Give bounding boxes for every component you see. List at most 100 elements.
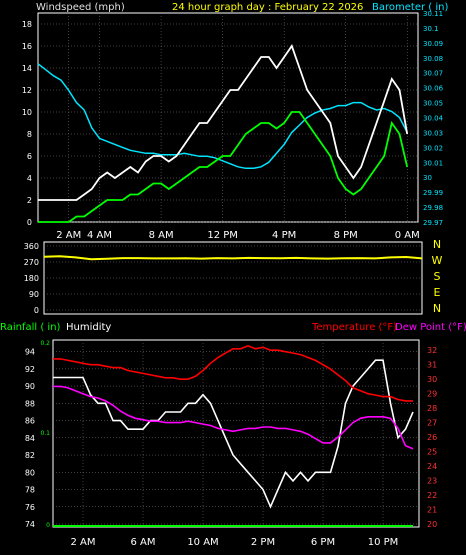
humidity-tick-label: 78 <box>25 486 35 495</box>
dewpoint-line <box>53 385 414 450</box>
barometer-tick-label: 30.09 <box>423 40 443 48</box>
direction-y-axis: 360 270 180 90 0 <box>24 242 39 315</box>
barometer-tick-label: 30.1 <box>423 25 439 33</box>
barometer-tick-label: 30.06 <box>423 85 444 93</box>
compass-label: S <box>434 270 441 283</box>
windspeed-tick-label: 16 <box>22 42 32 51</box>
temp-panel-frame <box>52 339 420 528</box>
humidity-tick-label: 74 <box>25 520 35 529</box>
barometer-tick-label: 29.98 <box>423 204 443 212</box>
compass-label: N <box>433 302 441 315</box>
humidity-line <box>53 359 414 509</box>
barometer-tick-label: 30.05 <box>423 100 443 108</box>
windspeed-tick-label: 4 <box>27 174 32 183</box>
barometer-tick-label: 29.97 <box>423 219 443 227</box>
barometer-y-axis: 29.97 29.98 29.99 30 30.01 30.02 30.03 30.04 30.… <box>423 10 444 227</box>
temperature-tick-label: 20 <box>427 520 437 529</box>
windspeed-tick-label: 18 <box>22 20 32 29</box>
direction-tick-label: 0 <box>34 306 39 315</box>
barometer-axis-label: Barometer ( in) <box>372 2 448 13</box>
humidity-tick-label: 92 <box>25 365 35 374</box>
windspeed-tick-label: 12 <box>22 86 32 95</box>
direction-tick-label: 360 <box>24 242 39 251</box>
humidity-tick-label: 86 <box>25 417 35 426</box>
temp-series <box>53 345 414 527</box>
direction-series <box>43 255 423 261</box>
chart-title: 24 hour graph day : February 22 2026 <box>172 2 363 13</box>
windspeed-tick-label: 6 <box>27 152 32 161</box>
humidity-tick-label: 88 <box>25 399 35 408</box>
direction-tick-label: 270 <box>24 258 39 267</box>
windspeed-tick-label: 14 <box>22 64 32 73</box>
compass-label: N <box>433 238 441 251</box>
temp-x-tick-label: 6 PM <box>311 537 335 548</box>
rain-tick-label: 0.2 <box>40 340 50 347</box>
wind-x-tick-label: 4 AM <box>87 230 112 241</box>
barometer-tick-label: 30.04 <box>423 115 444 123</box>
temperature-tick-label: 30 <box>427 375 437 384</box>
windspeed-tick-label: 2 <box>27 196 32 205</box>
wind-x-tick-label: 8 PM <box>334 230 358 241</box>
windspeed-axis-label: Windspeed (mph) <box>36 2 125 13</box>
barometer-tick-label: 30 <box>423 174 432 182</box>
temperature-tick-label: 26 <box>427 433 437 442</box>
wind-x-tick-label: 8 AM <box>149 230 174 241</box>
humidity-tick-label: 90 <box>25 382 35 391</box>
temperature-line <box>53 345 413 402</box>
compass-label: W <box>432 254 443 267</box>
gust-line <box>38 44 409 201</box>
barometer-tick-label: 30.07 <box>423 70 443 78</box>
humidity-tick-label: 94 <box>25 348 35 357</box>
temp-x-tick-label: 2 AM <box>70 537 95 548</box>
humidity-tick-label: 82 <box>25 451 35 460</box>
temp-x-tick-label: 2 PM <box>251 537 275 548</box>
humidity-tick-label: 76 <box>25 503 35 512</box>
rain-y-axis: 0 0.1 0.2 <box>40 340 50 529</box>
temperature-tick-label: 25 <box>427 448 437 457</box>
compass-label: E <box>434 286 441 299</box>
barometer-tick-label: 30.03 <box>423 129 443 137</box>
temperature-y-axis: 20 21 22 23 24 25 26 27 28 29 30 31 32 <box>427 346 437 529</box>
wind-x-axis: 2 AM 4 AM 8 AM 12 PM 4 PM 8 PM 0 AM <box>56 230 419 241</box>
wind-x-tick-label: 4 PM <box>272 230 296 241</box>
rainfall-axis-label: Rainfall ( in) <box>0 322 61 333</box>
temp-x-tick-label: 10 AM <box>187 537 218 548</box>
temperature-tick-label: 21 <box>427 506 437 515</box>
barometer-line <box>37 63 408 170</box>
humidity-y-axis: 74 76 78 80 82 84 86 88 90 92 94 <box>25 348 35 529</box>
temperature-tick-label: 32 <box>427 346 437 355</box>
rain-tick-label: 0.1 <box>40 430 50 437</box>
temperature-tick-label: 28 <box>427 404 437 413</box>
wind-x-tick-label: 0 AM <box>395 230 420 241</box>
direction-tick-label: 180 <box>24 274 39 283</box>
wind-x-tick-label: 2 AM <box>56 230 81 241</box>
temperature-tick-label: 31 <box>427 361 437 370</box>
wind-panel-frame <box>37 12 419 223</box>
wind_direction-line <box>43 255 423 261</box>
barometer-tick-label: 30.01 <box>423 159 443 167</box>
wind-x-tick-label: 12 PM <box>207 230 238 241</box>
temp-x-tick-label: 10 PM <box>368 537 399 548</box>
wind-series <box>37 44 409 223</box>
direction-tick-label: 90 <box>29 290 39 299</box>
direction-panel-grid <box>44 245 422 311</box>
barometer-tick-label: 30.11 <box>423 10 443 18</box>
temperature-tick-label: 22 <box>427 491 437 500</box>
barometer-tick-label: 29.99 <box>423 189 443 197</box>
humidity-tick-label: 80 <box>25 468 35 477</box>
temperature-tick-label: 29 <box>427 390 437 399</box>
windspeed-y-axis: 0 2 4 6 8 10 12 14 16 18 <box>22 20 32 227</box>
windspeed-tick-label: 0 <box>27 218 32 227</box>
temperature-tick-label: 24 <box>427 462 437 471</box>
temperature-axis-label: Temperature (°F) <box>311 322 397 333</box>
windspeed-tick-label: 8 <box>27 130 32 139</box>
temp-x-tick-label: 6 AM <box>130 537 155 548</box>
temperature-tick-label: 27 <box>427 419 437 428</box>
humidity-axis-label: Humidity <box>66 322 111 333</box>
windspeed-tick-label: 10 <box>22 108 32 117</box>
temperature-tick-label: 23 <box>427 477 437 486</box>
rain-tick-label: 0 <box>46 522 50 529</box>
temp-x-axis: 2 AM 6 AM 10 AM 2 PM 6 PM 10 PM <box>70 537 398 548</box>
